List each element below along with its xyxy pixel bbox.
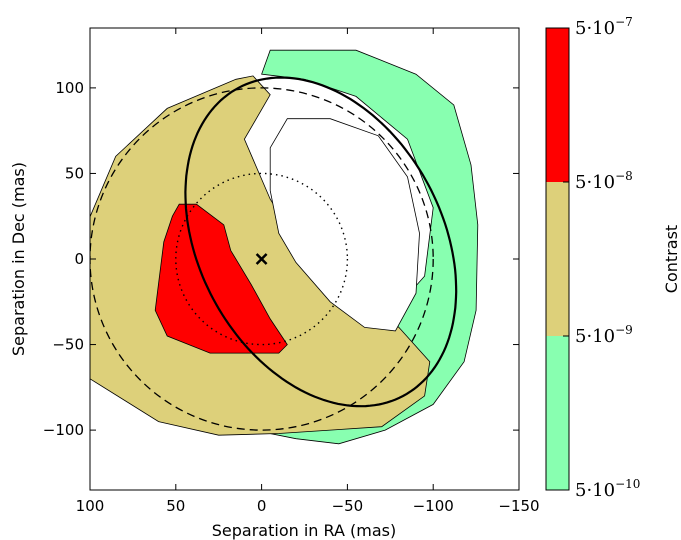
x-axis-label: Separation in RA (mas) [212, 521, 396, 540]
x-tick-label: 50 [166, 497, 185, 515]
colorbar-tick-label: 5·10−7 [575, 15, 633, 39]
x-axis-ticks: 100 50 0 −50 −100 −150 [76, 28, 540, 515]
colorbar-segment-2 [546, 182, 569, 336]
y-tick-label: −100 [43, 421, 84, 439]
center-marker [255, 253, 268, 265]
orbit-ellipse [184, 76, 458, 408]
no-data-region [269, 118, 420, 332]
colorbar-tick-label: 5·10−9 [575, 323, 633, 347]
colorbar-segment-3 [546, 28, 569, 182]
y-tick-label: 100 [55, 79, 84, 97]
plot-area [90, 49, 479, 445]
colorbar-tick-label: 5·10−8 [575, 169, 633, 193]
x-tick-label: −100 [413, 497, 454, 515]
colorbar: 5·10−10 5·10−9 5·10−8 5·10−7 [545, 15, 640, 501]
x-tick-label: −50 [332, 497, 364, 515]
colorbar-label: Contrast [662, 225, 681, 293]
colorbar-frame [545, 27, 570, 491]
contour-region-3 [154, 203, 288, 354]
dotted-circle [175, 172, 349, 346]
y-tick-label: 50 [65, 164, 84, 182]
reference-curves [90, 76, 458, 431]
x-tick-label: 0 [257, 497, 267, 515]
y-axis-ticks: 100 50 0 −50 −100 [43, 79, 519, 439]
x-tick-label: −150 [498, 497, 539, 515]
x-tick-label: 100 [76, 497, 105, 515]
y-tick-label: 0 [74, 250, 84, 268]
colorbar-segment-1 [546, 336, 569, 490]
dashed-circle [90, 87, 434, 431]
y-axis-label: Separation in Dec (mas) [9, 162, 28, 356]
colorbar-tick-label: 5·10−10 [575, 477, 640, 501]
y-tick-label: −50 [52, 336, 84, 354]
contour-region-1 [235, 49, 479, 445]
